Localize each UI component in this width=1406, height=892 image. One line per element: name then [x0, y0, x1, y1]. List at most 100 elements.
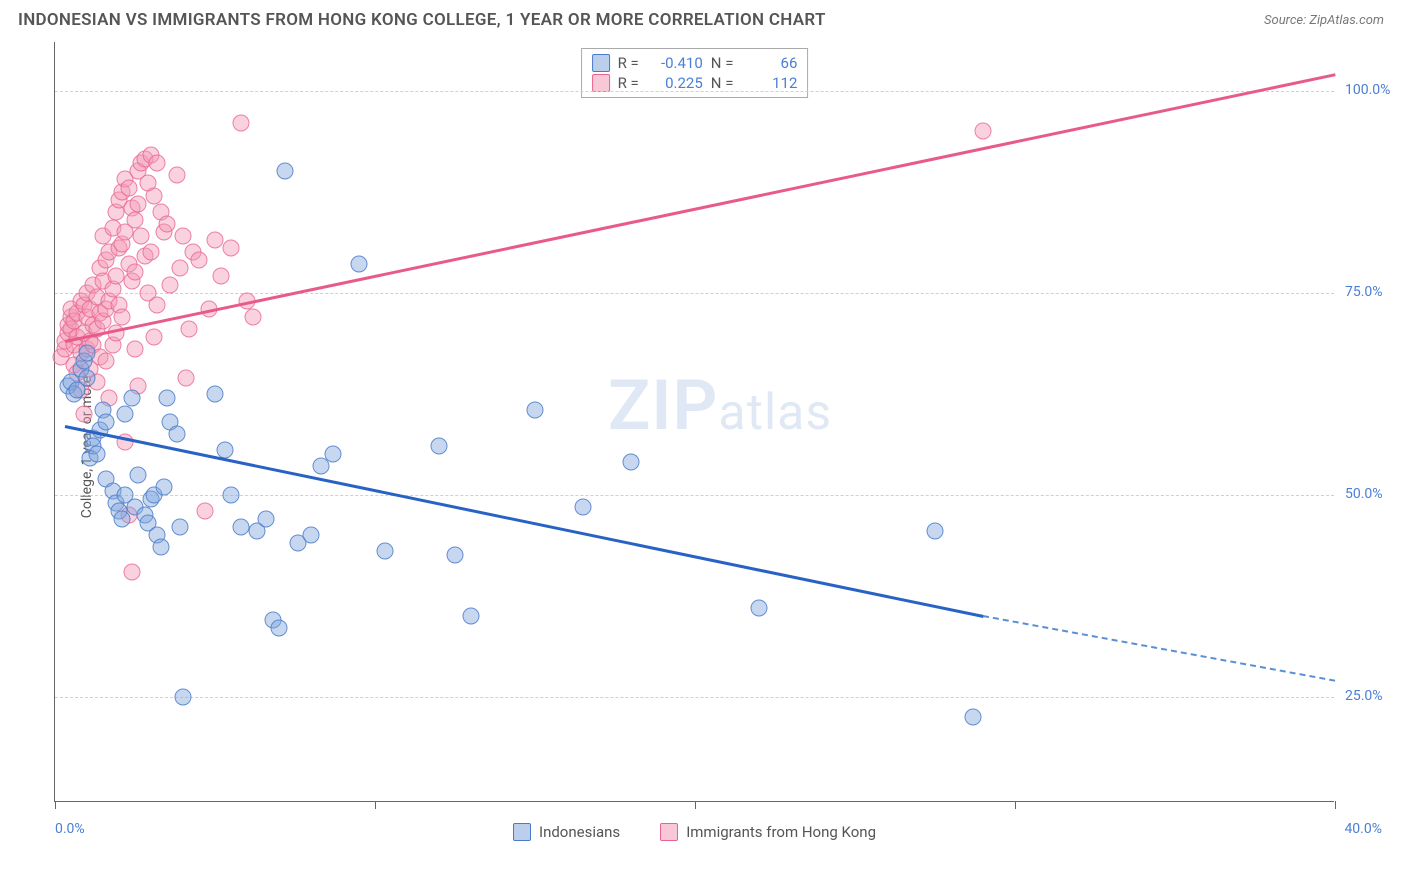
data-point — [146, 187, 163, 204]
chart-title: INDONESIAN VS IMMIGRANTS FROM HONG KONG … — [18, 10, 826, 30]
data-point — [168, 426, 185, 443]
x-axis-right-label: 40.0% — [1344, 821, 1382, 837]
y-tick-label: 25.0% — [1345, 688, 1383, 704]
data-point — [223, 486, 240, 503]
data-point — [143, 244, 160, 261]
swatch-icon — [660, 823, 678, 841]
swatch-icon — [592, 74, 610, 92]
data-point — [751, 599, 768, 616]
data-point — [277, 163, 294, 180]
trend-line — [64, 73, 1335, 342]
chart: College, 1 year or more ZIPatlas R = -0.… — [18, 42, 1388, 852]
data-point — [171, 519, 188, 536]
x-tick — [55, 801, 56, 809]
data-point — [127, 211, 144, 228]
data-point — [175, 688, 192, 705]
data-point — [191, 252, 208, 269]
gridline — [55, 91, 1334, 92]
data-point — [207, 232, 224, 249]
x-tick — [695, 801, 696, 809]
gridline — [55, 697, 1334, 698]
data-point — [149, 155, 166, 172]
data-point — [927, 523, 944, 540]
gridline — [55, 495, 1334, 496]
data-point — [162, 276, 179, 293]
data-point — [975, 122, 992, 139]
x-axis-left-label: 0.0% — [55, 821, 85, 837]
n-value: 66 — [741, 54, 797, 72]
data-point — [133, 228, 150, 245]
data-point — [325, 446, 342, 463]
watermark: ZIPatlas — [608, 365, 832, 447]
data-point — [213, 268, 230, 285]
data-point — [575, 498, 592, 515]
data-point — [312, 458, 329, 475]
data-point — [175, 228, 192, 245]
data-point — [178, 369, 195, 386]
r-value: -0.410 — [647, 54, 703, 72]
data-point — [258, 511, 275, 528]
y-tick-label: 75.0% — [1345, 284, 1383, 300]
data-point — [146, 329, 163, 346]
data-point — [181, 321, 198, 338]
data-point — [127, 264, 144, 281]
data-point — [127, 341, 144, 358]
r-value: 0.225 — [647, 74, 703, 92]
data-point — [303, 527, 320, 544]
data-point — [463, 608, 480, 625]
data-point — [123, 563, 140, 580]
data-point — [120, 179, 137, 196]
legend-item: Indonesians — [513, 823, 620, 841]
data-point — [159, 389, 176, 406]
bottom-legend: Indonesians Immigrants from Hong Kong — [55, 823, 1334, 841]
data-point — [79, 345, 96, 362]
trend-line — [64, 425, 983, 617]
legend-label: Immigrants from Hong Kong — [686, 823, 876, 841]
data-point — [114, 511, 131, 528]
n-value: 112 — [741, 74, 797, 92]
swatch-icon — [592, 54, 610, 72]
title-bar: INDONESIAN VS IMMIGRANTS FROM HONG KONG … — [0, 0, 1406, 36]
data-point — [447, 547, 464, 564]
legend-label: Indonesians — [539, 823, 620, 841]
data-point — [155, 478, 172, 495]
data-point — [117, 405, 134, 422]
data-point — [171, 260, 188, 277]
data-point — [123, 389, 140, 406]
trend-line — [983, 615, 1335, 682]
legend-item: Immigrants from Hong Kong — [660, 823, 876, 841]
data-point — [168, 167, 185, 184]
data-point — [623, 454, 640, 471]
y-tick-label: 100.0% — [1345, 82, 1390, 98]
plot-area: ZIPatlas R = -0.410 N = 66 R = 0.225 N =… — [54, 42, 1334, 802]
data-point — [75, 405, 92, 422]
data-point — [527, 401, 544, 418]
data-point — [271, 620, 288, 637]
data-point — [351, 256, 368, 273]
data-point — [197, 502, 214, 519]
data-point — [232, 519, 249, 536]
data-point — [207, 385, 224, 402]
data-point — [232, 114, 249, 131]
data-point — [149, 296, 166, 313]
data-point — [130, 466, 147, 483]
data-point — [965, 709, 982, 726]
data-point — [152, 539, 169, 556]
data-point — [245, 308, 262, 325]
data-point — [130, 195, 147, 212]
data-point — [98, 353, 115, 370]
x-tick — [375, 801, 376, 809]
x-tick — [1335, 801, 1336, 809]
stats-row: R = -0.410 N = 66 — [592, 53, 798, 73]
data-point — [376, 543, 393, 560]
chart-source: Source: ZipAtlas.com — [1264, 13, 1384, 28]
data-point — [114, 308, 131, 325]
y-tick-label: 50.0% — [1345, 486, 1383, 502]
data-point — [79, 369, 96, 386]
data-point — [223, 240, 240, 257]
x-tick — [1015, 801, 1016, 809]
data-point — [107, 268, 124, 285]
data-point — [159, 215, 176, 232]
data-point — [98, 414, 115, 431]
data-point — [431, 438, 448, 455]
